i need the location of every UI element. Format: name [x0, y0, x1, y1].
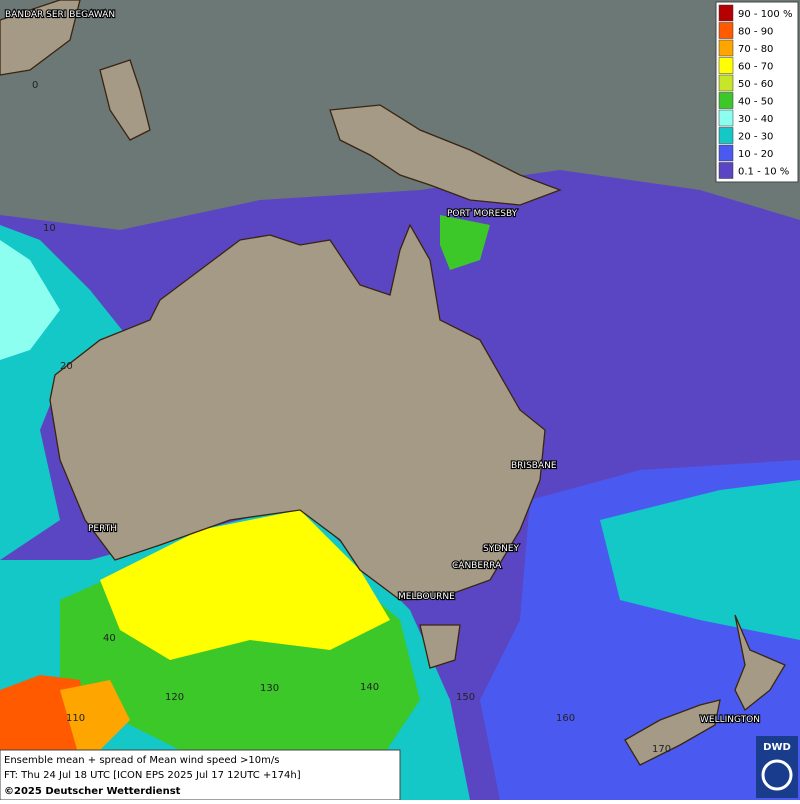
legend-label: 40 - 50 — [738, 97, 773, 108]
new-guinea — [329, 104, 562, 206]
grid-label: 110 — [66, 713, 85, 724]
city-label: PERTH — [88, 524, 117, 534]
legend-swatch — [718, 74, 734, 92]
legend-swatch — [718, 162, 734, 179]
grid-label: 10 — [43, 223, 56, 234]
legend-label: 20 - 30 — [738, 132, 773, 143]
legend-label: 60 - 70 — [738, 62, 773, 73]
legend: 90 - 100 % 80 - 90 70 - 80 60 - 70 50 - 60 40… — [715, 1, 799, 183]
grid-label: 140 — [360, 682, 379, 693]
city-label: WELLINGTON — [700, 715, 760, 725]
sulawesi — [99, 59, 151, 141]
land — [0, 0, 786, 766]
grid-label: 160 — [556, 713, 575, 724]
legend-swatch — [718, 144, 734, 162]
grid-label: 120 — [165, 692, 184, 703]
overlay-west-light — [0, 240, 60, 360]
australia — [49, 223, 546, 601]
legend-swatch — [718, 4, 734, 22]
legend-label: 50 - 60 — [738, 79, 773, 90]
city-label: CANBERRA — [452, 561, 502, 571]
legend-label: 0.1 - 10 % — [738, 167, 789, 178]
overlay-amber — [60, 680, 130, 760]
caption-line: FT: Thu 24 Jul 18 UTC [ICON EPS 2025 Jul… — [4, 770, 301, 781]
nz-north — [734, 614, 786, 712]
legend-swatch — [718, 127, 734, 144]
legend-label: 80 - 90 — [738, 27, 773, 38]
caption-box — [0, 749, 401, 801]
borneo — [0, 0, 81, 76]
grid-label: 170 — [652, 744, 671, 755]
tasmania — [419, 624, 461, 669]
caption-line: ©2025 Deutscher Wetterdienst — [4, 786, 181, 797]
caption-line: Ensemble mean + spread of Mean wind spee… — [4, 755, 279, 766]
city-label: SYDNEY — [483, 544, 520, 554]
logo: DWD — [756, 736, 798, 798]
overlay-yellow — [100, 510, 390, 660]
grid-label: 40 — [103, 633, 116, 644]
grid-labels: 0 10 20 40 110 120 130 140 150 160 170 — [32, 80, 671, 755]
grid-label: 130 — [260, 683, 279, 694]
overlay-tasman — [600, 480, 800, 640]
nz-south — [624, 699, 721, 766]
legend-swatch — [718, 109, 734, 127]
legend-swatch — [718, 57, 734, 74]
legend-swatch — [718, 92, 734, 109]
grid-label: 0 — [32, 80, 38, 91]
caption: Ensemble mean + spread of Mean wind spee… — [0, 749, 401, 801]
city-label: PORT MORESBY — [447, 209, 518, 219]
cities: BANDAR SERI BEGAWAN PORT MORESBY BRISBAN… — [4, 9, 761, 726]
legend-label: 70 - 80 — [738, 44, 773, 55]
overlay-moresby — [440, 215, 490, 270]
logo-text: DWD — [763, 742, 791, 753]
city-label: BRISBANE — [511, 461, 557, 471]
city-label: BANDAR SERI BEGAWAN — [5, 10, 115, 20]
legend-swatch — [718, 22, 734, 39]
grid-label: 150 — [456, 692, 475, 703]
legend-swatch — [718, 39, 734, 57]
grid-label: 20 — [60, 361, 73, 372]
legend-label: 90 - 100 % — [738, 9, 792, 20]
legend-label: 10 - 20 — [738, 149, 773, 160]
legend-label: 30 - 40 — [738, 114, 773, 125]
city-label: MELBOURNE — [398, 592, 455, 602]
logo-icon — [761, 759, 793, 791]
